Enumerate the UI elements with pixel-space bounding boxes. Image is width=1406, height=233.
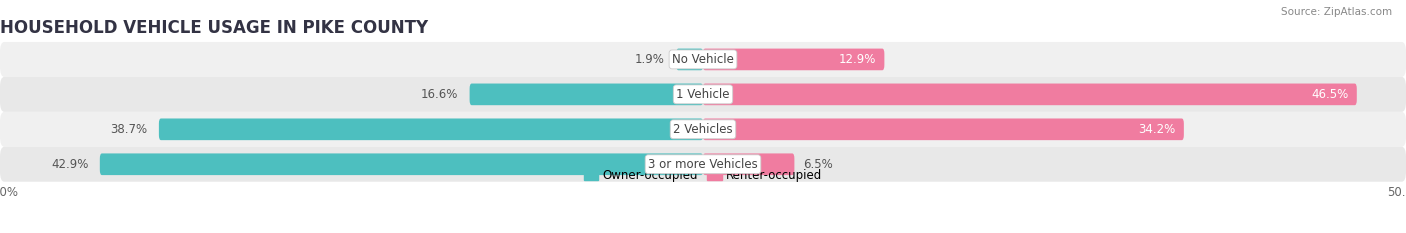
FancyBboxPatch shape xyxy=(703,154,794,175)
Text: HOUSEHOLD VEHICLE USAGE IN PIKE COUNTY: HOUSEHOLD VEHICLE USAGE IN PIKE COUNTY xyxy=(0,19,427,37)
FancyBboxPatch shape xyxy=(470,84,703,105)
FancyBboxPatch shape xyxy=(159,118,703,140)
Text: 6.5%: 6.5% xyxy=(803,158,832,171)
Text: 16.6%: 16.6% xyxy=(420,88,458,101)
Text: 38.7%: 38.7% xyxy=(111,123,148,136)
Text: 12.9%: 12.9% xyxy=(838,53,876,66)
Legend: Owner-occupied, Renter-occupied: Owner-occupied, Renter-occupied xyxy=(579,164,827,187)
Text: 3 or more Vehicles: 3 or more Vehicles xyxy=(648,158,758,171)
Text: Source: ZipAtlas.com: Source: ZipAtlas.com xyxy=(1281,7,1392,17)
Text: 2 Vehicles: 2 Vehicles xyxy=(673,123,733,136)
FancyBboxPatch shape xyxy=(0,112,1406,147)
FancyBboxPatch shape xyxy=(676,49,703,70)
FancyBboxPatch shape xyxy=(703,118,1184,140)
Text: No Vehicle: No Vehicle xyxy=(672,53,734,66)
Text: 1 Vehicle: 1 Vehicle xyxy=(676,88,730,101)
FancyBboxPatch shape xyxy=(703,84,1357,105)
FancyBboxPatch shape xyxy=(703,49,884,70)
Text: 34.2%: 34.2% xyxy=(1139,123,1175,136)
FancyBboxPatch shape xyxy=(0,147,1406,182)
Text: 46.5%: 46.5% xyxy=(1312,88,1348,101)
FancyBboxPatch shape xyxy=(100,154,703,175)
FancyBboxPatch shape xyxy=(0,77,1406,112)
Text: 42.9%: 42.9% xyxy=(51,158,89,171)
FancyBboxPatch shape xyxy=(0,42,1406,77)
Text: 1.9%: 1.9% xyxy=(636,53,665,66)
